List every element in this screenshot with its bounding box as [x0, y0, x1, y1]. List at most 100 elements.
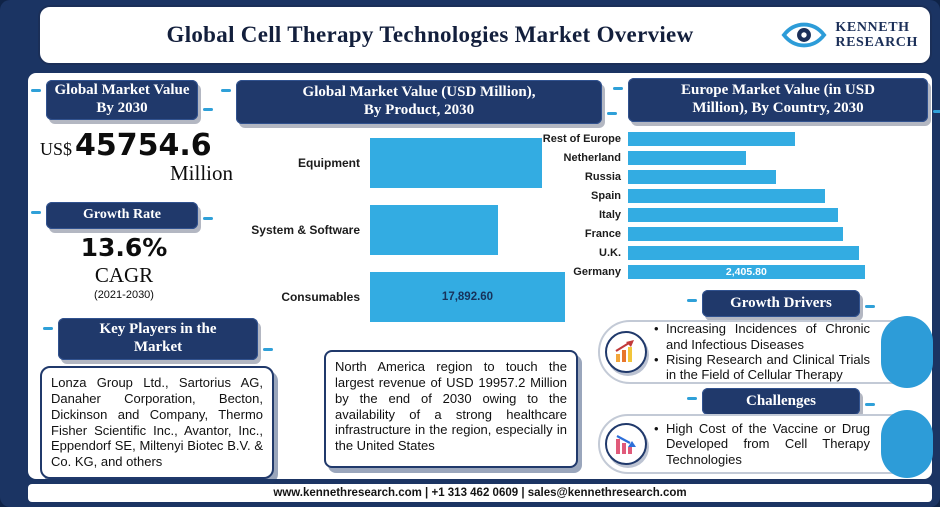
footer: www.kennethresearch.com | +1 313 462 060…	[28, 484, 932, 502]
bar-label: Germany	[573, 266, 621, 278]
growth-drivers-panel: Increasing Incidences of Chronic and Inf…	[598, 316, 933, 388]
challenges-panel: High Cost of the Vaccine or Drug Develop…	[598, 410, 933, 478]
bar-label: U.K.	[599, 247, 621, 259]
growth-rate-metric: CAGR	[94, 263, 154, 287]
bar	[628, 227, 843, 241]
bar-row-germany: Germany 2,405.80	[536, 265, 874, 279]
products-chart-title: Global Market Value (USD Million), By Pr…	[221, 80, 617, 124]
bar-label: Spain	[591, 190, 621, 202]
bar-track	[628, 227, 874, 241]
badge-line: Global Market Value	[54, 82, 190, 99]
market-value-2030: US$ 45754.6 Million	[40, 128, 245, 186]
badge-line: Growth Drivers	[730, 294, 832, 311]
growth-rate-badge: Growth Rate	[31, 202, 213, 229]
bar-label: Italy	[598, 209, 621, 221]
bar-label: Consumables	[281, 290, 360, 304]
badge-line: By Product, 2030	[363, 102, 475, 118]
kenneth-research-logo: KENNETH RESEARCH	[779, 18, 918, 52]
bar: 2,405.80	[628, 265, 865, 279]
badge-line: By 2030	[96, 100, 148, 116]
footer-contact: www.kennethresearch.com | +1 313 462 060…	[273, 487, 687, 499]
growth-icon-circle	[605, 331, 647, 373]
bar-row-consumables: Consumables 17,892.60	[238, 272, 588, 322]
challenges-badge: Challenges	[687, 388, 875, 415]
bar-value-label: 17,892.60	[441, 291, 494, 303]
list-item: High Cost of the Vaccine or Drug Develop…	[654, 421, 870, 467]
header: Global Cell Therapy Technologies Market …	[38, 5, 932, 65]
europe-bar-chart: Rest of Europe Netherland Russia Spain Italy…	[536, 132, 874, 284]
bar-track	[628, 189, 874, 203]
bar-track	[370, 205, 588, 255]
bar-label: France	[584, 228, 621, 240]
bar-track	[370, 138, 588, 188]
list-item: Rising Research and Clinical Trials in t…	[654, 352, 870, 383]
growth-drivers-list: Increasing Incidences of Chronic and Inf…	[654, 321, 870, 382]
bar-label: Russia	[584, 171, 621, 183]
growth-rate-period: (2021-2030)	[94, 289, 154, 301]
bar-track: 17,892.60	[370, 272, 588, 322]
badge-line: Global Market Value (USD Million),	[302, 84, 536, 101]
bar-row-system-software: System & Software	[238, 205, 588, 255]
bar-label: Equipment	[298, 156, 360, 170]
products-bar-chart: Equipment System & Software Consumables 17,…	[238, 128, 588, 338]
bar-track	[628, 132, 874, 146]
bar-label: Rest of Europe	[542, 133, 621, 145]
bar-chart-down-icon	[616, 435, 636, 454]
bar-row-italy: Italy	[536, 208, 874, 222]
bar	[628, 208, 838, 222]
bar-value-label: 2,405.80	[725, 266, 767, 278]
bar-track	[628, 208, 874, 222]
growth-rate-value: 13.6%	[80, 233, 168, 262]
growth-drivers-badge: Growth Drivers	[687, 290, 875, 317]
bar	[628, 189, 825, 203]
europe-chart-title: Europe Market Value (in USD Million), By…	[613, 78, 940, 122]
logo-text: KENNETH RESEARCH	[835, 20, 918, 50]
bar	[628, 170, 776, 184]
page-title: Global Cell Therapy Technologies Market …	[166, 22, 694, 47]
bar-row-netherland: Netherland	[536, 151, 874, 165]
bar	[370, 138, 543, 188]
badge-line: Market	[133, 339, 183, 355]
market-value-number: 45754.6	[75, 128, 212, 163]
bar	[628, 246, 860, 260]
bar-track: 2,405.80	[628, 265, 874, 279]
panel-accent-cap	[881, 410, 933, 478]
badge-line: Growth Rate	[83, 207, 161, 223]
key-players-box: Lonza Group Ltd., Sartorius AG, Danaher …	[40, 366, 274, 480]
bar-track	[628, 170, 874, 184]
currency-label: US$	[40, 139, 73, 159]
panel-accent-cap	[881, 316, 933, 388]
logo-line-1: KENNETH	[835, 19, 910, 35]
bar-track	[628, 246, 874, 260]
north-america-note: North America region to touch the larges…	[324, 350, 578, 468]
bar	[628, 151, 747, 165]
bar-row-rest-of-europe: Rest of Europe	[536, 132, 874, 146]
content-panel: Global Market Value By 2030 US$ 45754.6 …	[28, 73, 940, 480]
bar-row-u-k-: U.K.	[536, 246, 874, 260]
challenges-list: High Cost of the Vaccine or Drug Develop…	[654, 421, 870, 467]
bar	[370, 205, 498, 255]
bar-row-russia: Russia	[536, 170, 874, 184]
bar-row-france: France	[536, 227, 874, 241]
bar-label: Netherland	[563, 152, 621, 164]
growth-rate-block: 13.6% CAGR (2021-2030)	[40, 233, 208, 301]
logo-line-2: RESEARCH	[835, 35, 918, 50]
bar-chart-up-icon	[615, 340, 634, 362]
bar-label: System & Software	[251, 223, 360, 237]
key-players-badge: Key Players in the Market	[43, 318, 273, 360]
challenges-icon-circle	[605, 423, 647, 465]
badge-line: Challenges	[745, 392, 816, 409]
badge-line: Million), By Country, 2030	[692, 100, 864, 116]
bar	[628, 132, 796, 146]
bar-row-spain: Spain	[536, 189, 874, 203]
badge-line: Europe Market Value (in USD	[681, 82, 875, 99]
market-value-unit: Million	[169, 161, 233, 185]
list-item: Increasing Incidences of Chronic and Inf…	[654, 321, 870, 352]
bar-track	[628, 151, 874, 165]
bar-row-equipment: Equipment	[238, 138, 588, 188]
bar: 17,892.60	[370, 272, 566, 322]
logo-eye-icon	[781, 22, 827, 48]
badge-line: Key Players in the	[99, 321, 217, 338]
market-value-badge: Global Market Value By 2030	[31, 80, 213, 120]
